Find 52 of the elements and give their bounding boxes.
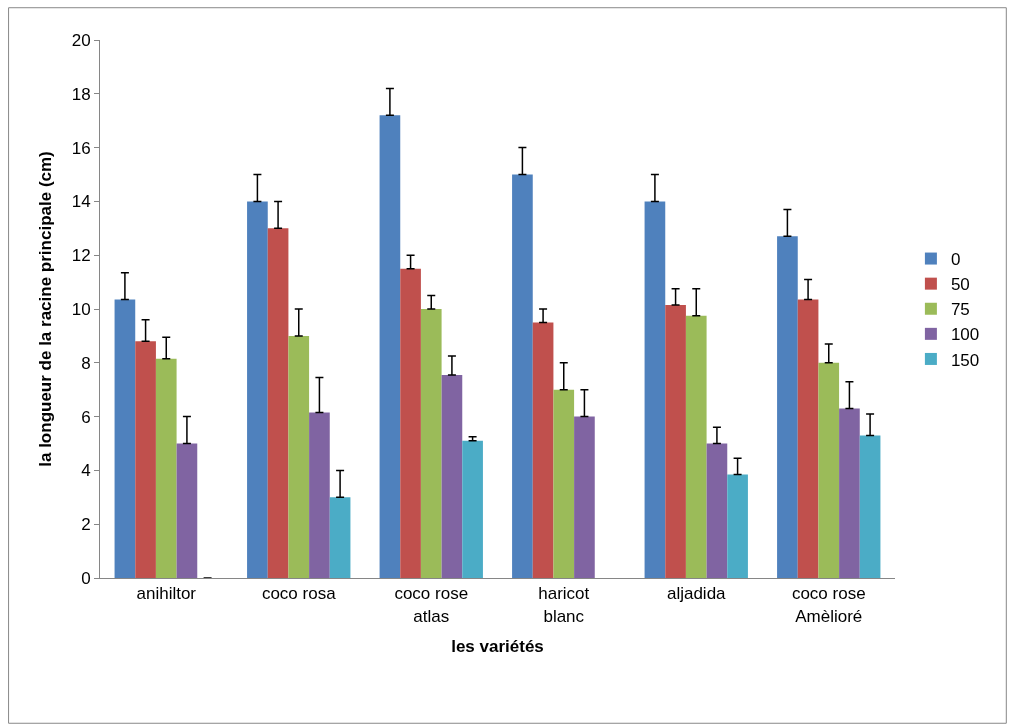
bar <box>512 174 533 578</box>
bar <box>462 440 483 578</box>
bar <box>727 474 748 578</box>
y-tick-label: 2 <box>81 515 91 535</box>
bar <box>267 228 289 578</box>
x-tick-label: coco rosa <box>261 584 337 604</box>
legend-label: 0 <box>950 250 961 270</box>
y-tick-label: 12 <box>71 246 91 266</box>
bar <box>114 299 136 578</box>
bar <box>665 304 686 578</box>
bar <box>309 412 330 578</box>
bar <box>329 497 351 578</box>
x-tick-label: aljadida <box>666 584 727 604</box>
y-tick-label: 20 <box>71 30 91 50</box>
bar <box>135 341 156 578</box>
legend-label: 100 <box>950 325 980 345</box>
y-tick-label: 14 <box>71 192 91 212</box>
x-tick-label: coco rose Amèlioré <box>791 584 866 626</box>
bar <box>574 416 595 578</box>
bar <box>839 408 860 578</box>
bar <box>155 358 177 578</box>
y-tick-label: 0 <box>81 568 91 588</box>
y-tick-label: 8 <box>81 353 91 373</box>
bar <box>379 115 401 578</box>
y-tick-label: 18 <box>71 84 91 104</box>
legend-label: 50 <box>950 275 970 295</box>
x-tick-label: haricot blanc <box>538 584 590 626</box>
y-tick-label: 4 <box>81 461 91 481</box>
y-tick-label: 10 <box>71 299 91 319</box>
bar <box>644 201 666 578</box>
bar <box>706 443 728 578</box>
bar <box>420 309 442 578</box>
bar <box>553 389 575 578</box>
bar <box>859 435 881 578</box>
x-axis-title: les variétés <box>451 636 544 656</box>
x-tick-label: anihiltor <box>136 584 197 604</box>
bar <box>532 322 554 578</box>
bar <box>818 362 840 578</box>
bar <box>685 315 707 578</box>
legend-label: 75 <box>950 300 970 320</box>
y-axis-title: la longueur de la racine principale (cm) <box>36 151 56 467</box>
bar <box>247 201 268 578</box>
bar <box>777 236 798 578</box>
bar <box>288 335 310 578</box>
bar <box>797 299 819 578</box>
bar <box>441 374 463 578</box>
legend-label: 150 <box>950 350 980 370</box>
y-tick-label: 16 <box>71 138 91 158</box>
bar <box>176 443 198 578</box>
y-tick-label: 6 <box>81 407 91 427</box>
bar <box>400 268 421 578</box>
x-tick-label: coco rose atlas <box>394 584 469 626</box>
